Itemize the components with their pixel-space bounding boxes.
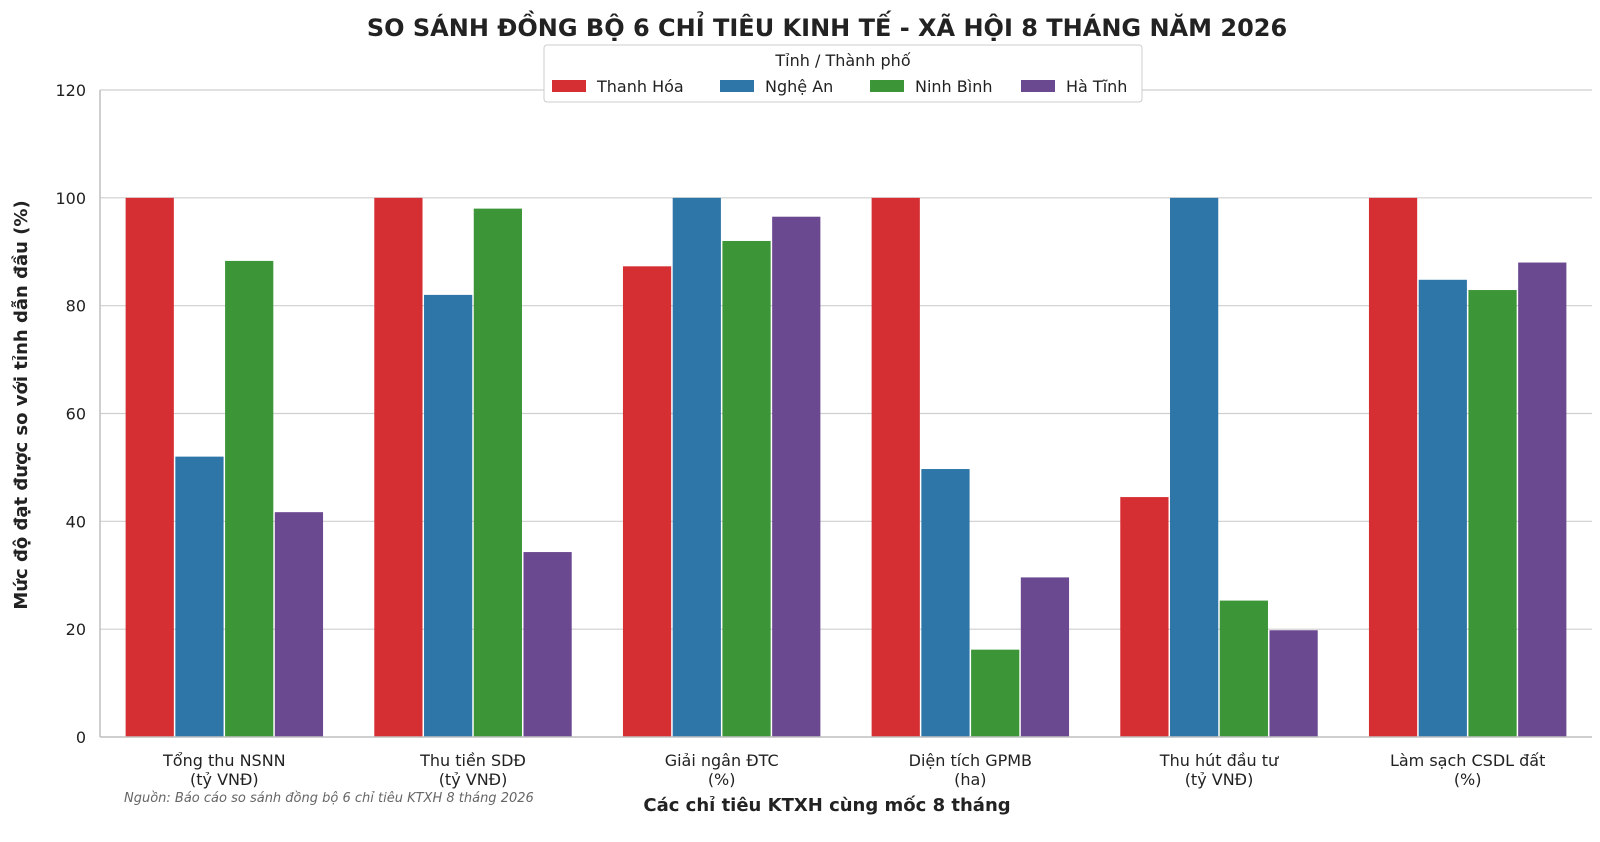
x-tick-unit-label: (%) <box>708 770 736 789</box>
bar <box>1020 577 1070 737</box>
bar <box>971 649 1020 737</box>
x-axis-title: Các chỉ tiêu KTXH cùng mốc 8 tháng <box>643 795 1010 816</box>
y-tick-label: 20 <box>66 620 86 639</box>
bar <box>1219 600 1268 737</box>
y-tick-label: 0 <box>76 728 86 747</box>
bar <box>1468 290 1517 737</box>
legend-title: Tỉnh / Thành phố <box>774 51 910 70</box>
x-tick-label: Giải ngân ĐTC <box>665 751 779 770</box>
y-tick-label: 100 <box>55 189 86 208</box>
y-tick-label: 80 <box>66 297 86 316</box>
bar <box>424 294 473 737</box>
bar <box>772 216 821 737</box>
bar <box>622 266 672 737</box>
bar <box>1518 262 1567 737</box>
grid-lines <box>100 89 1592 630</box>
bar <box>274 512 324 737</box>
bar <box>1170 197 1219 738</box>
legend: Tỉnh / Thành phố Thanh Hóa Nghệ An Ninh Bì… <box>543 44 1143 103</box>
bar <box>523 552 572 737</box>
x-tick-unit-label: (tỷ VNĐ) <box>1185 770 1254 789</box>
bar <box>921 469 970 737</box>
bar <box>871 197 920 738</box>
y-tick-label: 40 <box>66 512 86 531</box>
x-tick-label: Diện tích GPMB <box>909 751 1032 770</box>
legend-swatch <box>870 80 904 92</box>
x-tick-label: Làm sạch CSDL đất <box>1390 751 1545 770</box>
bar <box>1368 197 1418 738</box>
x-tick-label: Thu hút đầu tư <box>1159 751 1279 770</box>
x-tick-unit-label: (%) <box>1454 770 1482 789</box>
x-tick-label: Tổng thu NSNN <box>162 751 286 770</box>
legend-frame <box>543 44 1143 103</box>
source-note: Nguồn: Báo cáo so sánh đồng bộ 6 chỉ tiê… <box>124 791 534 806</box>
y-axis-title: Mức độ đạt được so với tỉnh dẫn đầu (%) <box>10 200 32 609</box>
bar <box>125 197 174 738</box>
bar <box>1269 630 1318 737</box>
legend-entry-label: Nghệ An <box>765 77 833 96</box>
legend-swatch <box>552 80 586 92</box>
bars <box>125 197 1567 738</box>
bar <box>722 240 771 737</box>
legend-swatch <box>1021 80 1055 92</box>
x-tick-label: Thu tiền SDĐ <box>419 751 526 770</box>
legend-entry-label: Ninh Bình <box>915 77 992 96</box>
chart-title: SO SÁNH ĐỒNG BỘ 6 CHỈ TIÊU KINH TẾ - XÃ … <box>367 9 1287 42</box>
chart-text: SO SÁNH ĐỒNG BỘ 6 CHỈ TIÊU KINH TẾ - XÃ … <box>10 9 1287 816</box>
bar <box>1120 497 1169 737</box>
bar <box>225 260 274 737</box>
legend-entry-label: Thanh Hóa <box>596 77 684 96</box>
bar <box>175 456 224 737</box>
x-tick-unit-label: (tỷ VNĐ) <box>190 770 259 789</box>
x-tick-unit-label: (ha) <box>954 770 986 789</box>
bar <box>672 197 721 738</box>
x-tick-unit-label: (tỷ VNĐ) <box>439 770 508 789</box>
bar <box>1418 279 1467 737</box>
bar <box>374 197 423 738</box>
y-tick-label: 120 <box>55 81 86 100</box>
legend-swatch <box>720 80 754 92</box>
bar <box>473 208 522 737</box>
y-tick-label: 60 <box>66 405 86 424</box>
legend-entry-label: Hà Tĩnh <box>1066 77 1127 96</box>
